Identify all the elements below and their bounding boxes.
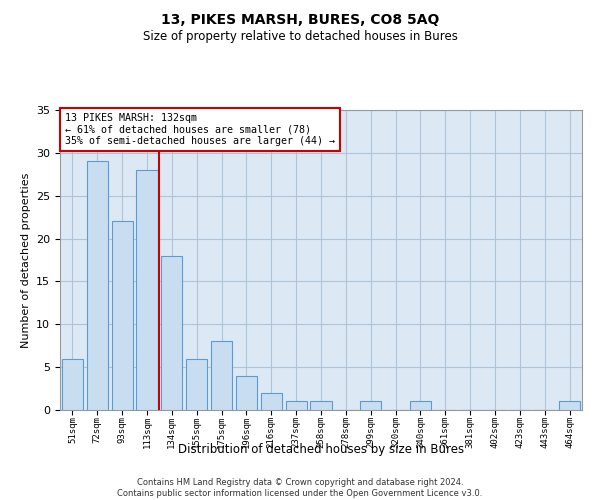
Bar xyxy=(62,358,83,410)
Bar xyxy=(112,222,133,410)
Bar xyxy=(559,402,580,410)
Text: Size of property relative to detached houses in Bures: Size of property relative to detached ho… xyxy=(143,30,457,43)
Bar xyxy=(236,376,257,410)
Text: 13, PIKES MARSH, BURES, CO8 5AQ: 13, PIKES MARSH, BURES, CO8 5AQ xyxy=(161,12,439,26)
Bar xyxy=(261,393,282,410)
Bar xyxy=(186,358,207,410)
Bar xyxy=(410,402,431,410)
Bar xyxy=(286,402,307,410)
Bar xyxy=(310,402,332,410)
Bar xyxy=(87,162,108,410)
Text: Distribution of detached houses by size in Bures: Distribution of detached houses by size … xyxy=(178,442,464,456)
Bar xyxy=(136,170,158,410)
Y-axis label: Number of detached properties: Number of detached properties xyxy=(20,172,31,348)
Bar xyxy=(211,342,232,410)
Bar xyxy=(360,402,381,410)
Text: Contains HM Land Registry data © Crown copyright and database right 2024.
Contai: Contains HM Land Registry data © Crown c… xyxy=(118,478,482,498)
Text: 13 PIKES MARSH: 132sqm
← 61% of detached houses are smaller (78)
35% of semi-det: 13 PIKES MARSH: 132sqm ← 61% of detached… xyxy=(65,113,335,146)
Bar xyxy=(161,256,182,410)
